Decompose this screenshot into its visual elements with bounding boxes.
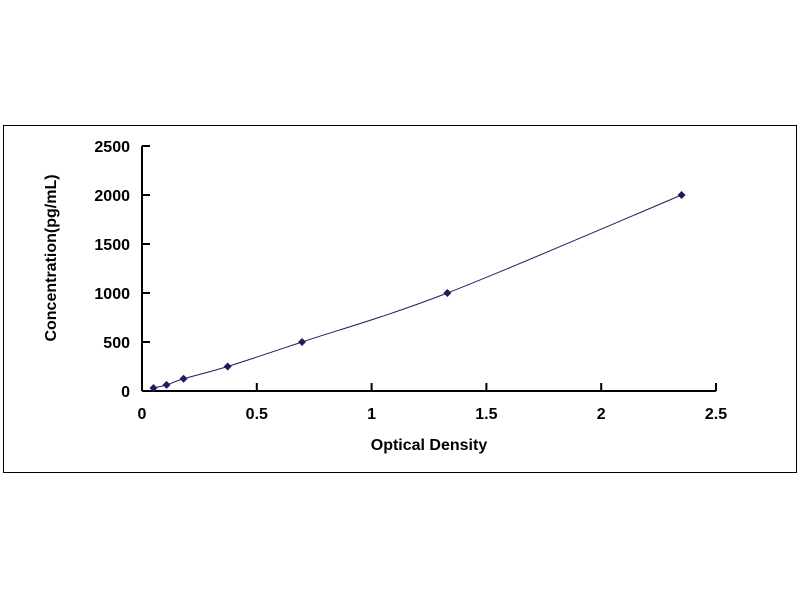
y-tick-label: 1500: [94, 237, 130, 254]
y-tick-label: 0: [121, 384, 130, 401]
x-tick-label: 2: [597, 406, 606, 423]
y-tick-label: 500: [103, 335, 130, 352]
chart-frame: [3, 125, 797, 473]
y-tick-label: 2000: [94, 188, 130, 205]
y-tick-label: 1000: [94, 286, 130, 303]
y-axis-label: Concentration(pg/mL): [43, 174, 60, 341]
x-tick-label: 1.5: [475, 406, 497, 423]
x-tick-label: 0.5: [246, 406, 268, 423]
data-point: [677, 191, 686, 199]
data-point: [298, 338, 307, 346]
data-point: [162, 380, 171, 389]
data-point: [179, 374, 188, 383]
data-point: [149, 383, 158, 392]
x-tick-label: 0: [138, 406, 147, 423]
x-tick-label: 2.5: [705, 406, 727, 423]
x-axis-label: Optical Density: [371, 437, 488, 454]
x-tick-label: 1: [367, 406, 376, 423]
y-tick-label: 2500: [94, 139, 130, 156]
data-point: [223, 362, 232, 371]
data-point: [443, 289, 452, 297]
